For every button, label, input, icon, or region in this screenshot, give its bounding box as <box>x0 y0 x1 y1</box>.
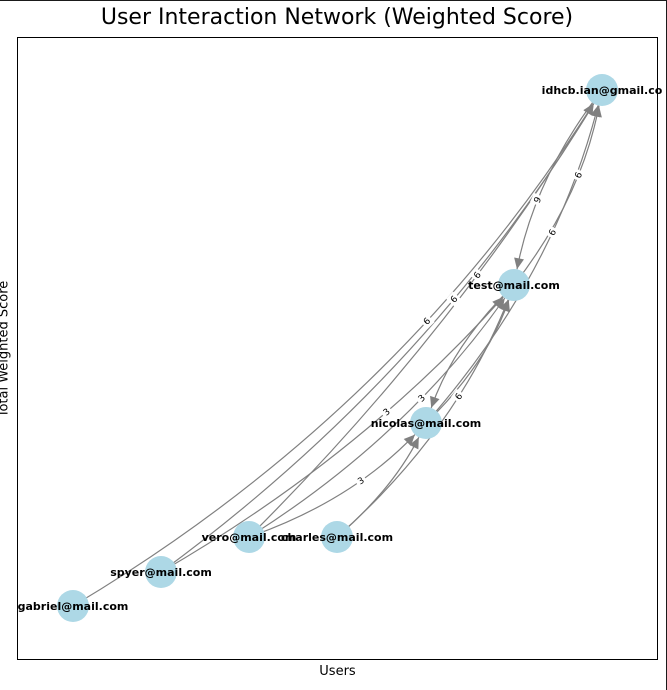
edge-arrowhead-nicolas-test <box>500 300 510 313</box>
edge-weight-vero-nicolas: 3 <box>353 473 369 489</box>
node-label-spyer: spyer@mail.com <box>110 566 212 579</box>
edge-weight-idhcb-test: 9 <box>530 192 546 207</box>
edge-weight-text: 6 <box>574 171 586 181</box>
edge-charles-nicolas <box>336 437 420 538</box>
edge-weight-gabriel-idhcb: 6 <box>419 313 435 329</box>
node-vero <box>233 521 265 553</box>
node-label-idhcb: idhcb.ian@gmail.co <box>542 84 663 97</box>
edge-gabriel-idhcb <box>72 103 594 607</box>
edge-weight-text: 6 <box>422 316 433 327</box>
edge-weight-text: 6 <box>472 270 484 281</box>
edge-vero-test <box>248 297 506 538</box>
edge-arrowhead-spyer-test <box>492 296 504 309</box>
edge-spyer-idhcb <box>160 103 595 573</box>
edge-weight-vero-idhcb: 6 <box>469 267 486 283</box>
nodes-layer <box>57 74 618 622</box>
node-nicolas <box>410 407 442 439</box>
edge-weight-text: 6 <box>449 294 460 305</box>
edge-arrowhead-vero-nicolas <box>403 434 415 446</box>
edge-weight-text: 9 <box>533 195 545 205</box>
node-spyer <box>145 556 177 588</box>
node-label-gabriel: gabriel@mail.com <box>18 600 129 613</box>
edge-test-nicolas <box>430 284 515 409</box>
edge-test-idhcb <box>513 105 600 286</box>
edge-weight-text: 3 <box>356 476 366 488</box>
edge-arrowhead-vero-idhcb <box>583 103 594 116</box>
edge-arrowhead-test-idhcb <box>592 105 602 118</box>
edge-weight-charles-test: 6 <box>450 388 467 405</box>
edge-vero-idhcb <box>248 103 595 538</box>
edge-weight-labels: 6 6 6 3 3 3 6 6 6 9 <box>353 168 586 489</box>
node-label-vero: vero@mail.com <box>202 531 297 544</box>
edge-nicolas-idhcb <box>425 105 599 424</box>
edge-arrowhead-test-nicolas <box>430 395 440 408</box>
node-label-charles: charles@mail.com <box>281 531 393 544</box>
edge-weight-vero-test: 3 <box>413 390 430 407</box>
window-top-border <box>0 0 667 1</box>
node-test <box>498 269 530 301</box>
edge-weight-text: 6 <box>454 392 466 403</box>
node-idhcb <box>586 74 618 106</box>
edge-arrowhead-charles-nicolas <box>409 437 419 450</box>
edge-weight-nicolas-idhcb: 6 <box>544 225 561 240</box>
edge-weight-spyer-idhcb: 6 <box>446 291 462 307</box>
edge-spyer-test <box>160 296 504 573</box>
node-label-nicolas: nicolas@mail.com <box>371 417 482 430</box>
plot-area <box>17 37 658 660</box>
node-labels: gabriel@mail.com spyer@mail.com vero@mail.… <box>18 84 663 613</box>
edge-weight-text: 6 <box>548 228 560 238</box>
edge-weight-test-idhcb: 6 <box>570 168 586 183</box>
x-axis-label: Users <box>319 664 356 679</box>
edge-weight-spyer-test: 3 <box>378 404 395 420</box>
edge-vero-nicolas <box>248 434 416 538</box>
node-charles <box>321 521 353 553</box>
edge-weight-text: 3 <box>382 407 393 418</box>
edge-weight-text: 3 <box>417 393 428 404</box>
node-gabriel <box>57 590 89 622</box>
edge-idhcb-test <box>516 89 603 270</box>
edge-arrowhead-idhcb-test <box>514 257 524 270</box>
chart-title: User Interaction Network (Weighted Score… <box>100 5 574 30</box>
edge-nicolas-test <box>425 299 510 424</box>
node-label-test: test@mail.com <box>468 279 560 292</box>
